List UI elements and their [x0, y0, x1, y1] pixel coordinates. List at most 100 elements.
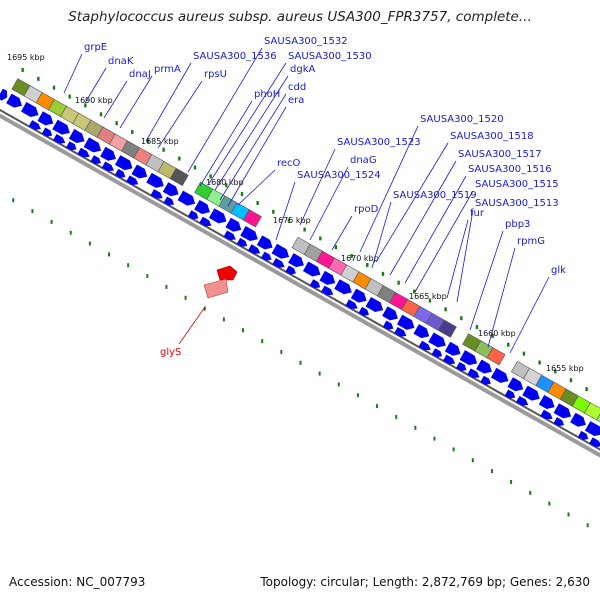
gene-label: rpsU	[204, 69, 227, 80]
cds-arrow	[570, 412, 586, 427]
gene-label-leader	[414, 190, 474, 293]
gene-label: dnaG	[350, 155, 377, 166]
cds-arrow	[208, 208, 227, 224]
cds-arrow	[309, 279, 321, 289]
cds-arrow	[6, 93, 22, 108]
inner-tick-mark	[165, 284, 168, 289]
outer-tick-mark	[397, 280, 400, 285]
inner-tick-mark	[242, 328, 245, 333]
cds-arrow	[394, 327, 407, 337]
kbp-tick-label: 1675 kbp	[273, 216, 311, 225]
gene-label-leader	[227, 106, 287, 207]
cds-arrow	[428, 332, 446, 348]
inner-tick-mark	[376, 404, 379, 409]
inner-tick-mark	[69, 230, 72, 235]
gene-label: SAUSA300_1515	[475, 179, 559, 190]
outer-tick-mark	[303, 227, 306, 232]
cds-arrow	[442, 354, 456, 365]
outer-tick-mark	[209, 174, 212, 179]
cds-arrow	[285, 265, 296, 275]
inner-tick-mark	[108, 252, 111, 257]
cds-arrow	[467, 368, 480, 379]
cds-arrow	[553, 417, 564, 427]
gene-label: recO	[277, 158, 301, 169]
inner-tick-mark	[414, 425, 417, 430]
outer-tick-mark	[585, 387, 588, 392]
cds-arrow	[53, 133, 66, 144]
cds-arrow	[256, 235, 273, 250]
cds-arrow	[0, 88, 8, 101]
cds-arrow	[114, 168, 126, 178]
genome-summary-label: Topology: circular; Length: 2,872,769 bp…	[260, 575, 590, 589]
inner-tick-mark	[318, 371, 321, 376]
gene-label-leader	[509, 276, 550, 354]
cds-arrow	[504, 389, 516, 399]
gene-label-leader	[389, 160, 457, 276]
kbp-tick-label: 1665 kbp	[409, 292, 447, 301]
cds-arrow	[522, 385, 540, 401]
cds-arrow	[114, 155, 133, 171]
gene-label: SAUSA300_1517	[458, 149, 542, 160]
outer-tick-mark	[381, 271, 385, 276]
glys-label-leader	[178, 306, 206, 345]
cds-arrow	[490, 367, 509, 383]
cds-arrow	[37, 111, 54, 126]
cds-arrow	[20, 101, 39, 117]
cds-arrow	[382, 306, 398, 321]
cds-arrow	[334, 279, 352, 295]
gene-label: cdd	[288, 82, 306, 93]
inner-tick-mark	[433, 436, 436, 441]
gene-label-leader	[375, 142, 449, 263]
inner-tick-mark	[280, 349, 283, 354]
inner-tick-mark	[471, 458, 474, 463]
gene-label-leader	[187, 47, 263, 173]
kbp-tick-label: 1670 kbp	[341, 254, 379, 263]
inner-tick-mark	[548, 501, 551, 506]
cds-arrow	[83, 137, 102, 153]
cds-arrow	[365, 296, 384, 312]
gene-label-leader	[359, 125, 419, 253]
outer-tick-mark	[37, 76, 40, 81]
inner-tick-mark	[12, 198, 15, 203]
gene-label-leader	[214, 75, 289, 191]
inner-tick-mark	[490, 469, 493, 474]
gene-label: dnaJ	[129, 69, 151, 80]
cds-arrow	[187, 210, 199, 220]
cds-arrow	[272, 258, 285, 268]
outer-tick-mark	[146, 138, 150, 143]
inner-tick-mark	[529, 490, 532, 495]
gene-label: grpE	[84, 42, 107, 53]
inner-tick-mark	[567, 512, 570, 517]
cds-arrow	[126, 175, 139, 185]
inner-tick-mark	[510, 479, 513, 484]
cds-arrow	[77, 147, 90, 158]
inner-tick-mark	[586, 523, 589, 528]
gene-label-leader	[84, 67, 107, 104]
glys-label: glyS	[160, 347, 181, 358]
outer-tick-mark	[554, 369, 557, 374]
cds-arrow	[538, 394, 555, 409]
cds-arrow	[150, 189, 163, 199]
cds-arrow	[225, 217, 242, 232]
gene-label-leader	[103, 80, 128, 119]
outer-tick-mark	[68, 94, 71, 99]
gene-label: rpoD	[354, 204, 379, 215]
outer-tick-mark	[444, 307, 447, 312]
outer-tick-mark	[272, 209, 275, 214]
cds-arrow	[28, 120, 41, 130]
outer-tick-mark	[334, 245, 338, 250]
kbp-tick-label: 1685 kbp	[141, 137, 179, 146]
cds-arrow	[350, 288, 367, 303]
inner-tick-mark	[299, 360, 302, 365]
feature-block	[596, 413, 600, 423]
outer-tick-mark	[538, 360, 541, 365]
cds-arrow	[480, 375, 491, 385]
cds-arrow	[223, 230, 236, 241]
gene-label-leader	[207, 62, 287, 186]
accession-label: Accession: NC_007793	[9, 575, 146, 589]
cds-arrow	[444, 341, 461, 356]
outer-tick-mark	[475, 325, 479, 330]
outer-tick-mark	[178, 156, 181, 161]
cds-arrow	[100, 146, 116, 161]
outer-tick-mark	[569, 378, 573, 383]
